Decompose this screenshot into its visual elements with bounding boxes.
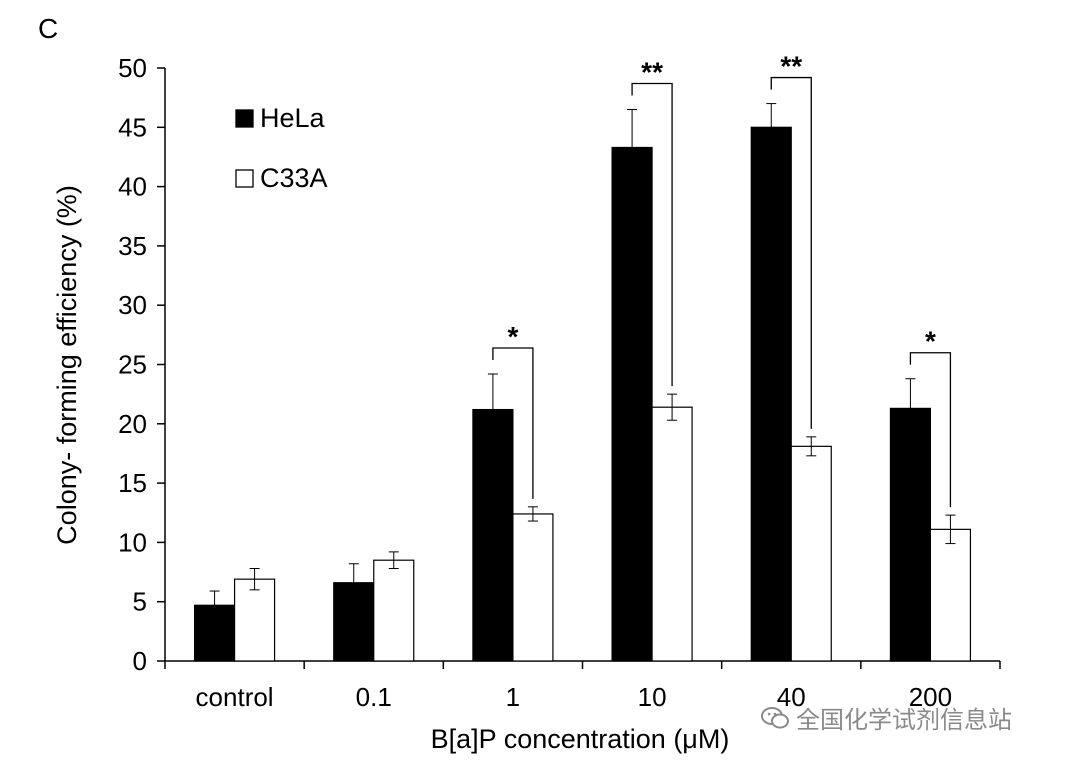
significance-label: * xyxy=(507,321,518,352)
bar-c33a-10 xyxy=(651,406,693,662)
significance-label: ** xyxy=(641,57,663,88)
legend-label-c33a: C33A xyxy=(260,163,328,193)
y-tick-label: 40 xyxy=(118,172,147,202)
significance-label: ** xyxy=(780,51,802,82)
y-tick-label: 35 xyxy=(118,231,147,261)
x-tick-label: 10 xyxy=(638,682,667,712)
x-tick-label: 40 xyxy=(777,682,806,712)
bar-c33a-1 xyxy=(512,513,554,662)
legend-swatch-hela xyxy=(235,109,254,128)
y-tick-label: 5 xyxy=(133,587,147,617)
x-tick-label: 0.1 xyxy=(356,682,392,712)
y-tick-label: 25 xyxy=(118,350,147,380)
watermark: 全国化学试剂信息站 xyxy=(760,700,1012,735)
x-tick-label: control xyxy=(196,682,274,712)
y-tick-label: 0 xyxy=(133,646,147,676)
bar-hela-200 xyxy=(889,407,932,662)
y-tick-label: 10 xyxy=(118,527,147,557)
bar-hela-40 xyxy=(750,126,792,662)
bar-c33a-0.1 xyxy=(373,559,415,662)
x-tick-label: 1 xyxy=(506,682,520,712)
axes: 0 5 10 15 20 25 30 35 40 45 50 control 0.1 1 10 40 200 xyxy=(118,53,1001,712)
y-tick-label: 15 xyxy=(118,468,147,498)
y-axis-title: Colony- forming efficiency (%) xyxy=(52,185,82,545)
y-tick-label: 30 xyxy=(118,290,147,320)
error-bars xyxy=(209,103,956,620)
significance-bracket xyxy=(492,347,534,499)
panel-label: C xyxy=(38,13,58,44)
legend: HeLa C33A xyxy=(235,103,328,193)
significance-bracket xyxy=(770,76,812,429)
bar-hela-10 xyxy=(611,146,653,662)
significance-brackets: *** *** xyxy=(492,51,952,508)
y-tick-label: 50 xyxy=(118,53,147,83)
legend-label-hela: HeLa xyxy=(260,103,326,133)
legend-swatch-c33a xyxy=(235,169,254,188)
significance-bracket xyxy=(631,82,673,387)
significance-label: * xyxy=(925,326,936,357)
watermark-text: 全国化学试剂信息站 xyxy=(796,706,1012,734)
significance-bracket xyxy=(909,352,952,508)
bar-c33a-200 xyxy=(929,528,972,662)
x-axis-title: B[a]P concentration (μM) xyxy=(431,724,730,754)
y-tick-label: 45 xyxy=(118,112,147,142)
bar-hela-1 xyxy=(472,408,514,662)
bar-c33a-control xyxy=(233,578,276,662)
bars xyxy=(193,126,972,662)
wechat-icon xyxy=(761,706,789,728)
bar-c33a-40 xyxy=(790,445,832,662)
y-tick-label: 20 xyxy=(118,409,147,439)
x-tick-label: 200 xyxy=(909,682,952,712)
